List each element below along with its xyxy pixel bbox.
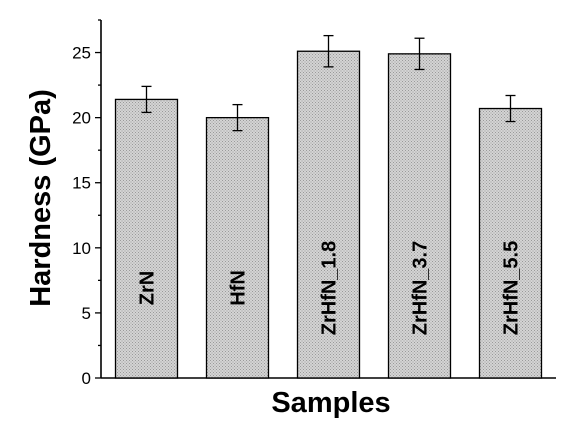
bar bbox=[114, 98, 179, 379]
bar-category-label: HfN bbox=[228, 270, 250, 306]
y-tick-label: 5 bbox=[82, 304, 91, 323]
bar bbox=[478, 107, 543, 379]
bar-category-label: ZrHfN_5.5 bbox=[501, 241, 523, 335]
bar-category-label: ZrN bbox=[137, 271, 159, 305]
bar bbox=[387, 53, 452, 379]
y-axis-title: Hardness (GPa) bbox=[25, 89, 57, 307]
y-tick-label: 15 bbox=[72, 174, 91, 193]
y-tick-label: 25 bbox=[72, 44, 91, 63]
bar-category-label: ZrHfN_1.8 bbox=[319, 241, 341, 335]
plot-area: 0 5 10 15 20 25 ZrN HfN ZrHfN_1.8 ZrHfN_3.7 ZrHfN_… bbox=[72, 19, 556, 388]
bar-category-label: ZrHfN_3.7 bbox=[410, 241, 432, 335]
bar bbox=[205, 116, 270, 379]
y-tick-label: 0 bbox=[82, 369, 91, 388]
y-tick-label: 20 bbox=[72, 109, 91, 128]
x-axis-title: Samples bbox=[271, 387, 390, 419]
y-tick-label: 10 bbox=[72, 239, 91, 258]
bar bbox=[296, 50, 361, 379]
